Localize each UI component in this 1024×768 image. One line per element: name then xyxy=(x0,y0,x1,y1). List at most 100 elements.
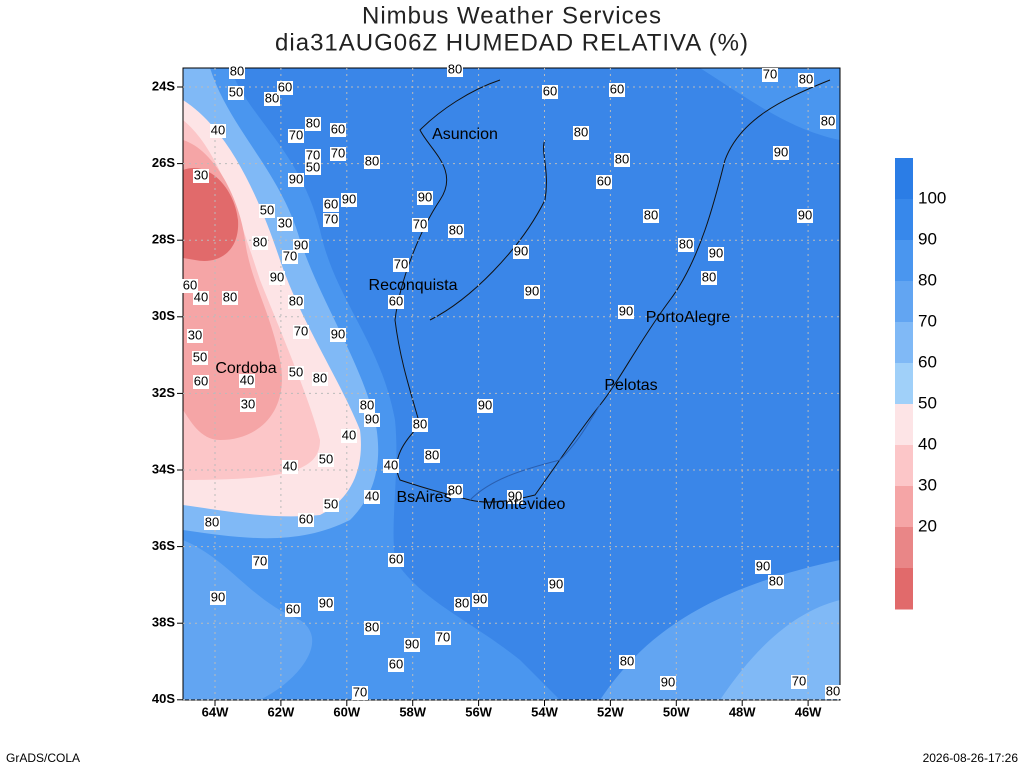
contour-label-box xyxy=(448,224,464,238)
contour-label-box xyxy=(507,490,523,504)
contour-label-box xyxy=(596,175,612,189)
contour-label: 80 xyxy=(223,289,237,304)
colorbar-label: 20 xyxy=(918,516,937,535)
colorbar-bin xyxy=(895,281,913,323)
contour-label: 80 xyxy=(425,447,439,462)
contour-label-box xyxy=(330,147,346,161)
contour-label: 60 xyxy=(543,83,557,98)
contour-label-box xyxy=(412,218,428,232)
colorbar-bin xyxy=(895,404,913,446)
contour-label: 90 xyxy=(473,591,487,606)
contour-label: 80 xyxy=(679,236,693,251)
contour-label-box xyxy=(330,328,346,342)
contour-label: 80 xyxy=(230,63,244,78)
contour-label: 40 xyxy=(384,457,398,472)
lon-label: 50W xyxy=(663,704,690,719)
contour-label: 70 xyxy=(253,553,267,568)
contour-label-box xyxy=(318,453,334,467)
colorbar-label: 50 xyxy=(918,393,937,412)
lat-label: 26S xyxy=(152,155,175,170)
field-70c xyxy=(720,600,840,700)
contour-label: 90 xyxy=(478,397,492,412)
contour-label-box xyxy=(193,375,209,389)
contour-label-box xyxy=(187,329,203,343)
lon-label: 56W xyxy=(465,704,492,719)
footer-left: GrADS/COLA xyxy=(6,751,80,765)
contour-label: 80 xyxy=(289,293,303,308)
contour-label: 70 xyxy=(413,216,427,231)
contour-label: 80 xyxy=(265,90,279,105)
contour-label: 70 xyxy=(792,673,806,688)
colorbar-bin xyxy=(895,568,913,610)
contour-label-box xyxy=(288,129,304,143)
contour-label: 70 xyxy=(283,248,297,263)
contour-label: 90 xyxy=(418,189,432,204)
contour-label-box xyxy=(210,591,226,605)
contour-label: 80 xyxy=(306,115,320,130)
lon-label: 62W xyxy=(268,704,295,719)
contour-label-box xyxy=(330,123,346,137)
contour-label: 70 xyxy=(306,147,320,162)
contour-label-box xyxy=(364,155,380,169)
contour-label: 60 xyxy=(194,373,208,388)
colorbar-label: 80 xyxy=(918,270,937,289)
contour-label: 70 xyxy=(331,145,345,160)
contour-label-box xyxy=(239,374,255,388)
contour-label: 90 xyxy=(774,144,788,159)
contour-label-box xyxy=(708,247,724,261)
contour-label-box xyxy=(513,245,529,259)
city-label: Montevideo xyxy=(483,496,566,513)
contour-label: 50 xyxy=(260,202,274,217)
contour-label: 80 xyxy=(644,207,658,222)
contour-label-box xyxy=(447,484,463,498)
contour-label: 60 xyxy=(183,277,197,292)
contour-label-box xyxy=(252,236,268,250)
contour-label-box xyxy=(305,161,321,175)
contour-label-box xyxy=(424,449,440,463)
contour-label-box xyxy=(204,516,220,530)
contour-label: 70 xyxy=(289,127,303,142)
contour-label: 80 xyxy=(826,683,840,698)
contour-label-box xyxy=(383,459,399,473)
city-label: BsAires xyxy=(396,489,451,506)
lon-label: 54W xyxy=(531,704,558,719)
contour-label: 60 xyxy=(299,511,313,526)
contour-label-box xyxy=(277,81,293,95)
contour-label-box xyxy=(192,351,208,365)
contour-label-box xyxy=(435,631,451,645)
contour-label: 80 xyxy=(365,153,379,168)
contour-label-box xyxy=(341,193,357,207)
contour-label: 40 xyxy=(240,372,254,387)
contour-label: 70 xyxy=(436,629,450,644)
lat-label: 40S xyxy=(152,691,175,706)
contour-label: 90 xyxy=(270,269,284,284)
contour-label-box xyxy=(323,498,339,512)
contour-label-box xyxy=(298,513,314,527)
contour-label: 40 xyxy=(194,289,208,304)
contour-label-box xyxy=(773,146,789,160)
contour-label: 90 xyxy=(365,411,379,426)
contour-label: 80 xyxy=(365,619,379,634)
contour-label: 90 xyxy=(709,245,723,260)
contour-label: 40 xyxy=(211,122,225,137)
city-label: Reconquista xyxy=(369,277,458,294)
contour-label-box xyxy=(791,675,807,689)
contour-label: 30 xyxy=(278,215,292,230)
contour-label-box xyxy=(797,209,813,223)
contour-label: 60 xyxy=(610,81,624,96)
contour-label: 80 xyxy=(702,269,716,284)
contour-label-box xyxy=(293,239,309,253)
contour-label: 60 xyxy=(389,551,403,566)
contour-label-box xyxy=(288,366,304,380)
contour-label-box xyxy=(762,68,778,82)
contour-label: 90 xyxy=(619,303,633,318)
contour-label: 30 xyxy=(188,327,202,342)
contour-label-box xyxy=(282,250,298,264)
contour-label-box xyxy=(285,603,301,617)
contour-label-box xyxy=(305,149,321,163)
contour-label: 60 xyxy=(389,293,403,308)
contour-label-box xyxy=(412,418,428,432)
contour-label: 40 xyxy=(342,427,356,442)
contour-label-box xyxy=(288,295,304,309)
